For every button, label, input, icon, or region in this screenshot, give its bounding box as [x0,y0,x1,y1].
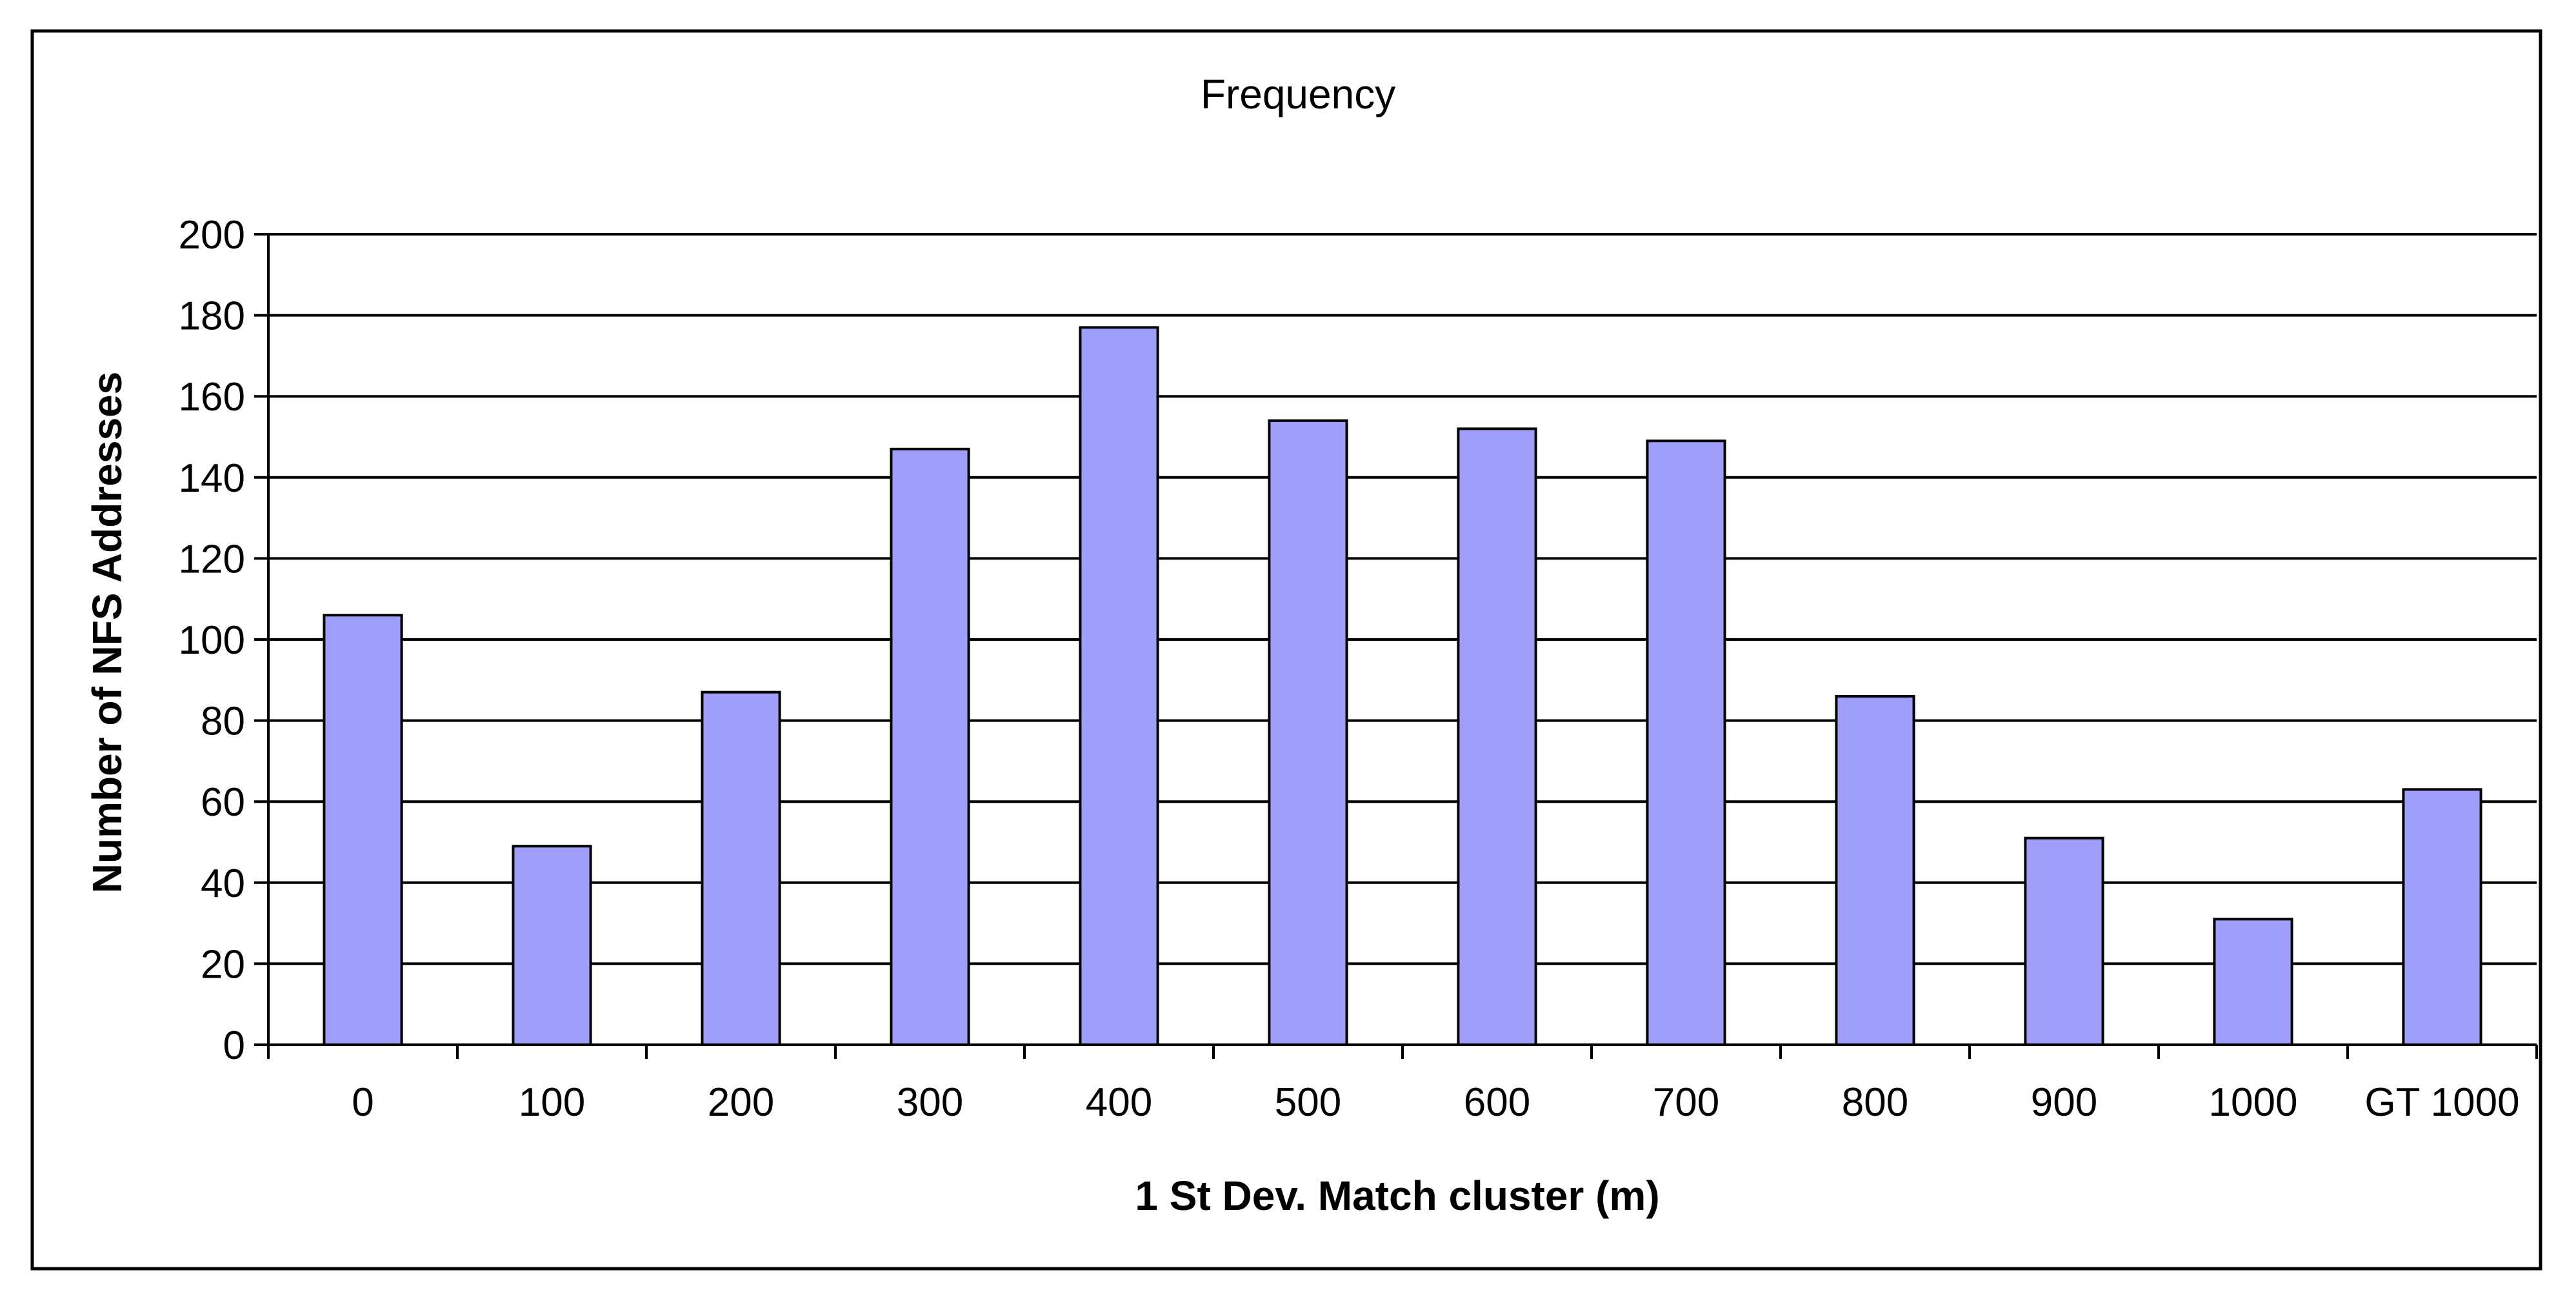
bar-700 [1646,439,1726,1046]
y-axis-label: Number of NFS Addresses [84,372,130,893]
x-tick-label: 900 [2031,1080,2097,1125]
bar-100 [512,845,592,1047]
y-tick-label: 40 [201,861,245,906]
bar-200 [701,690,781,1046]
y-tick-label: 0 [223,1023,245,1068]
y-tick-label: 200 [179,213,245,257]
y-tick-label: 120 [179,537,245,581]
x-tick-label: 300 [897,1080,963,1125]
bar-800 [1835,694,1915,1047]
bar-300 [890,447,970,1046]
bar-500 [1268,419,1348,1046]
y-tick-label: 180 [179,294,245,339]
y-tick-label: 60 [201,780,245,825]
y-tick-label: 80 [201,700,245,744]
x-tick-label: 800 [1842,1080,1908,1125]
bar-400 [1079,326,1159,1047]
y-tick-label: 140 [179,456,245,501]
x-tick-label: 1000 [2209,1080,2298,1125]
y-tick-labels: 0 20 40 60 80 100 120 140 160 180 200 [179,213,245,1068]
chart-title: Frequency [1201,71,1395,117]
x-tick-label: 400 [1086,1080,1152,1125]
bar-gt-1000 [2402,788,2482,1046]
gridlines [268,233,2537,965]
bar-0 [323,614,403,1046]
x-tick-label: 200 [708,1080,774,1125]
x-tick-label: 700 [1653,1080,1719,1125]
x-tick-label: GT 1000 [2364,1080,2519,1125]
x-tick-label: 500 [1275,1080,1341,1125]
x-axis-label: 1 St Dev. Match cluster (m) [1135,1173,1659,1219]
x-tick-label: 100 [519,1080,585,1125]
bar-600 [1457,427,1537,1046]
y-tick-label: 20 [201,942,245,987]
bar-1000 [2213,918,2293,1046]
x-tick-labels: 0 100 200 300 400 500 600 700 800 900 1000 GT 1000 [352,1080,2519,1125]
x-tick-label: 0 [352,1080,374,1125]
y-tick-label: 100 [179,618,245,663]
x-tick-label: 600 [1464,1080,1530,1125]
y-tick-label: 160 [179,375,245,419]
axes [254,233,2538,1059]
bar-900 [2024,836,2104,1046]
